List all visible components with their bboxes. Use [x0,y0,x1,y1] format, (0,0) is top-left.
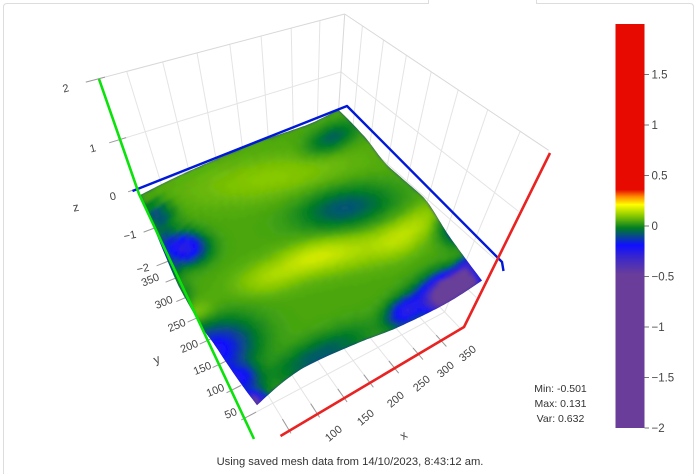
svg-text:0: 0 [652,221,658,233]
svg-text:−0.5: −0.5 [652,272,675,284]
svg-text:−1.5: −1.5 [652,373,675,385]
svg-text:2: 2 [61,82,70,95]
svg-text:0.5: 0.5 [652,171,668,183]
svg-text:1.5: 1.5 [652,70,668,82]
svg-text:z: z [71,200,80,215]
svg-text:0: 0 [109,190,117,203]
svg-text:1: 1 [88,142,97,155]
svg-text:y: y [151,352,162,367]
svg-text:−1: −1 [123,229,138,243]
svg-text:−1: −1 [652,322,665,334]
svg-text:−2: −2 [652,423,665,435]
svg-text:50: 50 [223,406,239,422]
svg-text:1: 1 [652,120,658,132]
svg-text:−2: −2 [136,262,151,276]
